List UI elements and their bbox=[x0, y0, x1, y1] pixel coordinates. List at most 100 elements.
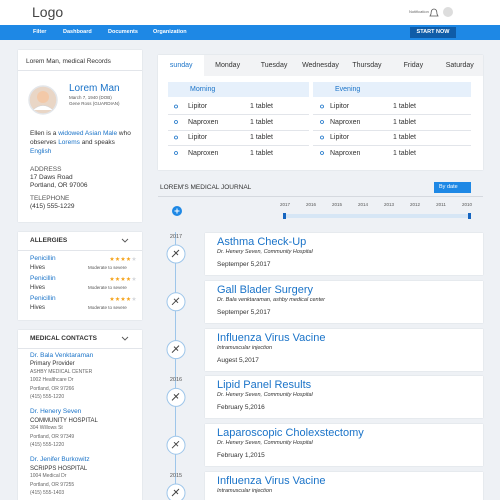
entry-date: Augest 5,2017 bbox=[217, 356, 259, 364]
med-name: Lipitor bbox=[188, 103, 208, 110]
node-glyph bbox=[171, 297, 180, 306]
entry-card[interactable] bbox=[205, 328, 483, 371]
year-tick[interactable]: 2013 bbox=[383, 202, 394, 207]
med-name: Lipitor bbox=[330, 134, 350, 141]
year-tick[interactable]: 2012 bbox=[409, 202, 420, 207]
entry-card[interactable] bbox=[205, 280, 483, 323]
divider bbox=[168, 129, 309, 131]
day-tab[interactable]: Wednesday bbox=[302, 62, 339, 69]
divider bbox=[168, 145, 309, 146]
allergen[interactable]: Penicillin bbox=[30, 275, 56, 282]
bio-link[interactable]: Lorems bbox=[58, 138, 80, 146]
contact-name[interactable]: Dr. Jenifer Burkowitz bbox=[30, 456, 90, 464]
patient-name: Lorem Man bbox=[69, 83, 120, 94]
med-dose: 1 tablet bbox=[250, 149, 273, 157]
day-tab[interactable]: sunday bbox=[158, 55, 205, 76]
year-tick[interactable]: 2011 bbox=[436, 202, 446, 207]
contact-line: (415) 555-1220 bbox=[30, 442, 65, 448]
nav-item[interactable]: Filter bbox=[33, 29, 47, 35]
user-avatar[interactable] bbox=[443, 7, 453, 17]
divider bbox=[313, 145, 471, 146]
node-glyph bbox=[171, 345, 180, 353]
entry-subtitle: Dr. Henery Seven, Community Hospital bbox=[217, 392, 313, 399]
allergen[interactable]: Penicillin bbox=[30, 295, 56, 302]
med-dose: 1 tablet bbox=[393, 134, 416, 141]
contact-line: SCRIPPS HOSPITAL bbox=[30, 465, 88, 472]
node-glyph bbox=[171, 440, 180, 449]
entry-card[interactable] bbox=[205, 376, 483, 419]
nav-item[interactable]: Documents bbox=[108, 29, 138, 35]
nav-bar bbox=[0, 25, 500, 40]
period-header bbox=[168, 82, 309, 97]
entry-card[interactable] bbox=[205, 233, 483, 275]
timeline-node bbox=[166, 292, 186, 312]
star bbox=[126, 256, 131, 261]
timeline-line bbox=[175, 232, 176, 500]
bio-link[interactable]: widowed Asian Male bbox=[58, 130, 118, 137]
bio-link[interactable]: English bbox=[30, 147, 52, 155]
day-tab[interactable]: Monday bbox=[215, 62, 241, 69]
contact-line: (415) 555-1220 bbox=[30, 394, 65, 400]
contact-line: (415) 555-1403 bbox=[30, 490, 65, 496]
entry-subtitle: Intramuscular injection bbox=[217, 488, 273, 494]
contact-line: 1002 Healthcare Dr bbox=[30, 377, 74, 384]
entry-card[interactable] bbox=[205, 472, 483, 500]
star bbox=[109, 276, 115, 281]
nav-item[interactable]: Organization bbox=[153, 29, 187, 35]
divider bbox=[18, 348, 142, 349]
entry-date: February 5,2016 bbox=[217, 404, 265, 412]
divider bbox=[313, 129, 471, 131]
med-name: Naproxen bbox=[330, 118, 361, 126]
entry-card[interactable] bbox=[205, 424, 483, 467]
address-label: ADDRESS bbox=[30, 166, 62, 173]
year-tick[interactable]: 2016 bbox=[305, 202, 316, 207]
day-tab[interactable]: Thursday bbox=[352, 62, 382, 69]
dob: March 7, 1940 (DOB) bbox=[69, 95, 112, 100]
star bbox=[109, 256, 115, 261]
day-tabs bbox=[158, 55, 483, 76]
star bbox=[126, 296, 131, 301]
card-title: Lorem Man, medical Records bbox=[26, 58, 111, 65]
med-dose: 1 tablet bbox=[250, 103, 273, 110]
entry-date: Septemper 5,2017 bbox=[217, 308, 271, 316]
day-tab[interactable]: Tuesday bbox=[260, 62, 288, 69]
entry-title: Lipid Panel Results bbox=[217, 379, 312, 392]
contacts-card bbox=[18, 330, 142, 500]
reaction: Hives bbox=[30, 265, 46, 271]
med-dose: 1 tablet bbox=[250, 118, 273, 126]
med-dot bbox=[174, 120, 178, 124]
year-tick[interactable]: 2017 bbox=[279, 202, 290, 207]
star bbox=[131, 256, 137, 261]
bell-icon[interactable] bbox=[429, 8, 439, 17]
logo[interactable]: Logo bbox=[32, 4, 64, 20]
med-dose: 1 tablet bbox=[393, 103, 416, 110]
med-dot bbox=[174, 104, 178, 109]
node-glyph bbox=[171, 393, 180, 401]
entry-subtitle: Intramuscular injection bbox=[217, 344, 273, 351]
entry-title: Asthma Check-Up bbox=[217, 236, 307, 248]
contact-line: Portland, OR 97255 bbox=[30, 481, 75, 488]
divider bbox=[313, 114, 471, 115]
address-line: Portland, OR 97006 bbox=[30, 182, 88, 189]
contact-name[interactable]: Dr. Bala Venktaraman bbox=[30, 352, 94, 359]
nav-item[interactable]: Dashboard bbox=[63, 29, 92, 35]
allergen[interactable]: Penicillin bbox=[30, 255, 56, 262]
profile-card bbox=[18, 50, 142, 222]
year-tick[interactable]: 2015 bbox=[331, 202, 342, 207]
contact-line: Portland, OR 97266 bbox=[30, 385, 75, 392]
contact-name[interactable]: Dr. Henery Seven bbox=[30, 408, 82, 416]
card-title: ALLERGIES bbox=[30, 237, 68, 244]
start-button[interactable]: START NOW bbox=[410, 27, 456, 38]
timeline-node bbox=[166, 387, 186, 407]
star bbox=[115, 256, 120, 261]
reaction: Hives bbox=[30, 285, 46, 291]
day-tab[interactable]: Saturday bbox=[445, 62, 474, 69]
timeline-node bbox=[166, 435, 186, 455]
day-tab[interactable]: Friday bbox=[403, 62, 424, 69]
period-header bbox=[313, 82, 471, 97]
sort-button[interactable]: By date bbox=[434, 182, 471, 193]
year-tick[interactable]: 2014 bbox=[357, 202, 368, 207]
year-tick[interactable]: 2010 bbox=[461, 202, 472, 207]
star bbox=[126, 276, 131, 281]
card-title: MEDICAL CONTACTS bbox=[30, 335, 97, 342]
